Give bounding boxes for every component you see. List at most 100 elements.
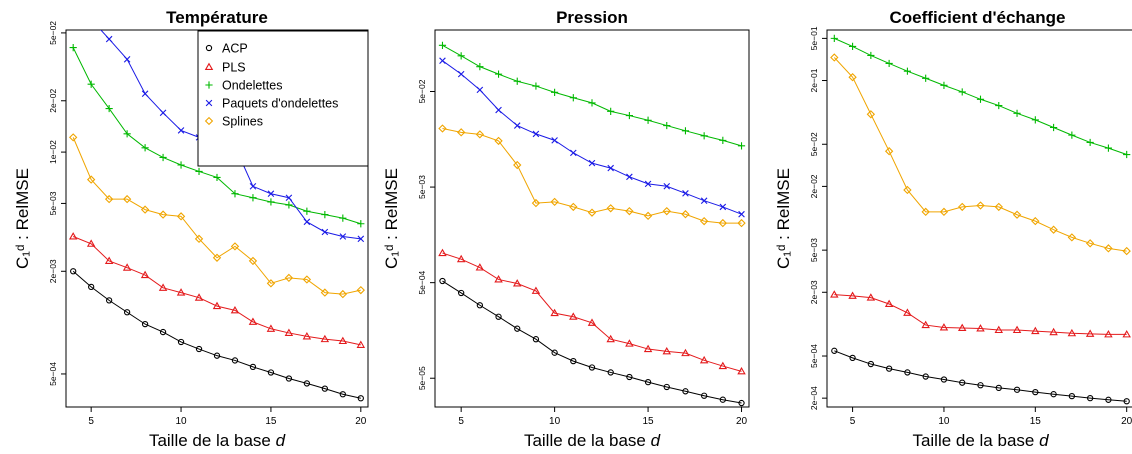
splines-point-7 <box>958 202 967 212</box>
ondelettes-point-15 <box>1104 144 1113 152</box>
acp-point-3 <box>885 365 893 372</box>
pls-point-7 <box>957 323 967 332</box>
ondelettes-point-5 <box>922 74 930 82</box>
ondelettes-point-1 <box>87 80 95 88</box>
acp-point-5 <box>532 336 540 343</box>
y-tick-label: 2e−01 <box>809 68 819 92</box>
acp-point-11 <box>1032 388 1039 396</box>
paquets-d-ondelettes-point-2 <box>105 35 113 43</box>
paquets-d-ondelettes-point-13 <box>303 218 311 226</box>
acp-point-0 <box>831 347 838 354</box>
paquets-d-ondelettes-point-15 <box>719 203 727 211</box>
paquets-d-ondelettes-point-14 <box>700 197 708 204</box>
ondelettes-point-13 <box>681 127 690 135</box>
pls-point-10 <box>625 339 634 347</box>
ondelettes-point-2 <box>105 104 113 113</box>
splines-point-3 <box>122 194 132 204</box>
splines-point-16 <box>1122 246 1131 256</box>
ondelettes-point-14 <box>700 132 708 140</box>
legend-label-splines: Splines <box>222 115 263 129</box>
pls-point-3 <box>122 263 132 271</box>
x-axis-label: Taille de la base d <box>912 431 1049 450</box>
splines-line <box>833 57 1127 252</box>
pls-point-9 <box>994 325 1004 334</box>
ondelettes-point-5 <box>532 82 540 90</box>
ondelettes-point-7 <box>569 94 577 102</box>
pls-point-14 <box>320 334 330 343</box>
legend-pls-point-0 <box>204 62 214 71</box>
ondelettes-point-9 <box>231 190 239 198</box>
y-axis-label: C₁ᵈ : RelMSE <box>774 168 793 269</box>
pls-point-0 <box>68 232 78 240</box>
y-tick-label: 1e−02 <box>48 140 58 164</box>
acp-point-12 <box>663 383 670 391</box>
splines-point-2 <box>104 194 114 204</box>
x-tick-label: 5 <box>458 416 464 427</box>
splines-point-1 <box>848 73 857 82</box>
splines-point-0 <box>438 124 447 133</box>
splines-point-7 <box>569 202 578 212</box>
acp-point-4 <box>141 320 149 328</box>
acp-point-14 <box>1086 395 1094 402</box>
y-tick-label: 2e−02 <box>809 174 819 198</box>
x-tick-label: 20 <box>1121 416 1132 427</box>
ondelettes-point-7 <box>958 88 966 96</box>
splines-point-2 <box>475 130 485 139</box>
ondelettes-point-2 <box>867 51 875 60</box>
x-tick-label: 20 <box>736 416 748 427</box>
acp-line <box>834 350 1127 402</box>
splines-point-14 <box>699 216 709 226</box>
acp-point-2 <box>105 297 113 304</box>
paquets-d-ondelettes-point-5 <box>532 130 540 138</box>
ondelettes-point-12 <box>663 121 671 130</box>
pls-point-9 <box>230 305 240 314</box>
pls-point-14 <box>699 355 709 364</box>
pls-point-4 <box>140 270 150 279</box>
acp-line <box>442 280 742 404</box>
acp-point-13 <box>1068 392 1076 400</box>
y-tick-label: 2e−03 <box>809 280 819 304</box>
y-tick-label: 5e−03 <box>48 191 58 215</box>
splines-point-8 <box>587 208 597 217</box>
paquets-d-ondelettes-point-10 <box>249 183 257 190</box>
paquets-d-ondelettes-point-2 <box>476 86 484 94</box>
pls-point-1 <box>456 254 466 263</box>
pls-point-13 <box>1067 328 1077 337</box>
pls-point-5 <box>921 320 930 329</box>
splines-point-1 <box>86 175 96 184</box>
paquets-d-ondelettes-point-14 <box>321 228 329 236</box>
ondelettes-point-13 <box>1068 131 1076 139</box>
splines-point-3 <box>884 147 894 156</box>
acp-point-10 <box>249 363 257 371</box>
ondelettes-point-10 <box>249 194 257 202</box>
legend: ACP PLS Ondelettes Paquets d'ondelettes Spli… <box>197 30 369 167</box>
y-tick-label: 2e−04 <box>809 386 819 410</box>
pls-point-2 <box>866 293 876 301</box>
splines-point-15 <box>1104 244 1113 253</box>
paquets-d-ondelettes-point-9 <box>607 164 614 172</box>
splines-point-4 <box>140 205 150 214</box>
ondelettes-point-13 <box>303 207 311 215</box>
acp-point-11 <box>644 378 652 386</box>
y-tick-label: 5e−02 <box>809 132 819 156</box>
acp-point-1 <box>88 283 95 291</box>
x-axis-label: Taille de la base d <box>149 431 286 450</box>
series-layer <box>438 41 746 407</box>
ondelettes-point-11 <box>1031 116 1039 124</box>
pls-point-13 <box>302 332 312 340</box>
x-tick-label: 15 <box>265 416 277 427</box>
pls-point-16 <box>737 366 746 375</box>
pls-point-8 <box>212 301 222 310</box>
series-layer <box>68 30 366 402</box>
panel-temp-rature: Température 5 10 15 20 5e−04 2e−03 5e−03 1e−02 2e… <box>13 8 369 450</box>
acp-point-12 <box>1050 391 1057 398</box>
ondelettes-point-0 <box>438 41 447 49</box>
splines-point-10 <box>248 256 258 266</box>
ondelettes-point-10 <box>625 111 633 120</box>
y-axis-label: C₁ᵈ : RelMSE <box>382 168 401 269</box>
pls-point-7 <box>569 312 578 320</box>
splines-point-14 <box>1085 239 1095 248</box>
legend-paquets-d-ondelettes-point-0 <box>205 99 213 107</box>
splines-point-6 <box>176 212 186 221</box>
splines-line <box>72 137 361 295</box>
